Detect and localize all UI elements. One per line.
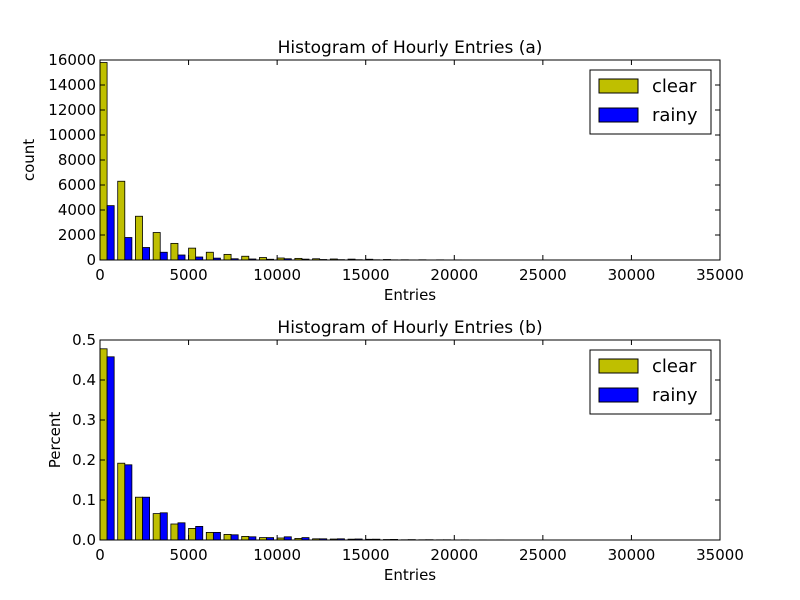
panel-b-bar-clear-3 xyxy=(152,513,161,541)
panel-b-y-tick-label-1: 0.1 xyxy=(72,491,96,509)
panel-a: Histogram of Hourly Entries (a) 0 5000 100… xyxy=(20,38,744,304)
panel-a-legend-label-clear: clear xyxy=(652,76,697,97)
panel-a-bar-rainy-4 xyxy=(177,254,186,261)
panel-a-bar-rainy-1 xyxy=(124,237,133,261)
panel-a-y-tick-label-2: 4000 xyxy=(58,201,96,219)
panel-b-bar-clear-5 xyxy=(188,528,197,541)
panel-b-y-tick-label-3: 0.3 xyxy=(72,411,96,429)
panel-b-bar-rainy-6 xyxy=(212,532,221,541)
panel-b-x-axis-label: Entries xyxy=(384,566,436,584)
panel-b-legend-label-rainy: rainy xyxy=(652,385,698,406)
panel-a-x-tick-label-2: 10000 xyxy=(253,266,301,284)
panel-b-legend: clear rainy xyxy=(589,349,712,415)
panel-b-bar-rainy-2 xyxy=(142,496,150,541)
panel-a-y-tick-label-3: 6000 xyxy=(58,176,96,194)
panel-b-y-tick-label-4: 0.4 xyxy=(72,371,96,389)
panel-a-bar-rainy-2 xyxy=(142,247,150,261)
panel-a-ticks: 0 5000 10000 15000 20000 25000 30000 35000 0 2000… xyxy=(48,51,744,284)
panel-b-y-axis-label: Percent xyxy=(46,412,64,469)
panel-b-x-tick-label-7: 35000 xyxy=(696,546,744,564)
panel-b-bar-rainy-1 xyxy=(124,464,133,541)
panel-b-legend-label-clear: clear xyxy=(652,356,697,377)
panel-a-y-tick-label-7: 14000 xyxy=(48,76,96,94)
panel-b-x-tick-label-5: 25000 xyxy=(519,546,567,564)
panel-b-bar-clear-6 xyxy=(205,532,214,541)
panel-b-y-tick-label-5: 0.5 xyxy=(72,331,96,349)
panel-b-legend-swatch-clear xyxy=(598,358,639,374)
panel-a-y-tick-label-6: 12000 xyxy=(48,101,96,119)
panel-a-bar-clear-2 xyxy=(135,215,143,261)
panel-b-bar-rainy-5 xyxy=(195,526,204,541)
panel-a-x-tick-label-1: 5000 xyxy=(169,266,207,284)
panel-a-y-tick-label-0: 0 xyxy=(86,251,96,269)
panel-a-bar-clear-7 xyxy=(223,253,232,261)
panel-a-legend: clear rainy xyxy=(589,69,712,135)
panel-a-bar-clear-5 xyxy=(188,247,197,261)
panel-a-bar-clear-8 xyxy=(241,255,250,261)
panel-a-x-tick-label-6: 30000 xyxy=(608,266,656,284)
panel-b-bar-clear-8 xyxy=(241,536,250,541)
panel-b-bar-clear-2 xyxy=(135,496,143,541)
panel-a-bar-rainy-0 xyxy=(106,205,115,261)
panel-b-bar-rainy-3 xyxy=(159,512,168,541)
panel-b-bar-clear-1 xyxy=(117,462,126,541)
panel-a-x-tick-label-7: 35000 xyxy=(696,266,744,284)
panel-b-x-tick-label-2: 10000 xyxy=(253,546,301,564)
panel-b-bar-clear-0 xyxy=(99,348,108,541)
panel-a-bar-clear-4 xyxy=(170,242,179,261)
panel-b-axes-frame xyxy=(99,339,721,541)
panel-b-title: Histogram of Hourly Entries (b) xyxy=(277,318,542,338)
panel-a-bar-rainy-3 xyxy=(159,251,168,261)
panel-b-x-tick-label-4: 20000 xyxy=(430,546,478,564)
panel-b-bar-rainy-4 xyxy=(177,522,186,541)
panel-a-bar-clear-6 xyxy=(205,251,214,261)
panel-a-x-tick-label-4: 20000 xyxy=(430,266,478,284)
panel-a-y-axis-label: count xyxy=(20,139,38,181)
panel-a-legend-swatch-clear xyxy=(598,78,639,94)
panel-a-x-axis-label: Entries xyxy=(384,286,436,304)
panel-b: Histogram of Hourly Entries (b) 0 5000 100… xyxy=(46,318,744,584)
panel-b-legend-swatch-rainy xyxy=(598,387,639,403)
panel-a-y-tick-label-8: 16000 xyxy=(48,51,96,69)
panel-b-bar-rainy-7 xyxy=(230,534,239,541)
panel-b-x-tick-label-0: 0 xyxy=(95,546,105,564)
panel-b-bar-clear-7 xyxy=(223,534,232,541)
panel-a-title: Histogram of Hourly Entries (a) xyxy=(278,38,543,58)
panel-b-bar-clear-4 xyxy=(170,523,179,541)
panel-b-bar-rainy-0 xyxy=(106,356,115,541)
panel-b-x-tick-label-6: 30000 xyxy=(608,546,656,564)
panel-a-x-tick-label-5: 25000 xyxy=(519,266,567,284)
panel-a-x-tick-label-0: 0 xyxy=(95,266,105,284)
panel-b-x-tick-label-3: 15000 xyxy=(342,546,390,564)
panel-b-y-tick-label-0: 0.0 xyxy=(72,531,96,549)
panel-b-ticks: 0 5000 10000 15000 20000 25000 30000 35000 0.0 0.… xyxy=(72,331,744,564)
panel-b-y-tick-label-2: 0.2 xyxy=(72,451,96,469)
panel-a-y-tick-label-5: 10000 xyxy=(48,126,96,144)
panel-a-bar-clear-1 xyxy=(117,180,126,261)
panel-a-y-tick-label-1: 2000 xyxy=(58,226,96,244)
panel-a-x-tick-label-3: 15000 xyxy=(342,266,390,284)
panel-a-y-tick-label-4: 8000 xyxy=(58,151,96,169)
panel-a-bar-clear-0 xyxy=(99,62,108,261)
panel-a-bar-clear-3 xyxy=(152,232,161,261)
panel-b-x-tick-label-1: 5000 xyxy=(169,546,207,564)
panel-a-legend-swatch-rainy xyxy=(598,107,639,123)
panel-a-legend-label-rainy: rainy xyxy=(652,105,698,126)
